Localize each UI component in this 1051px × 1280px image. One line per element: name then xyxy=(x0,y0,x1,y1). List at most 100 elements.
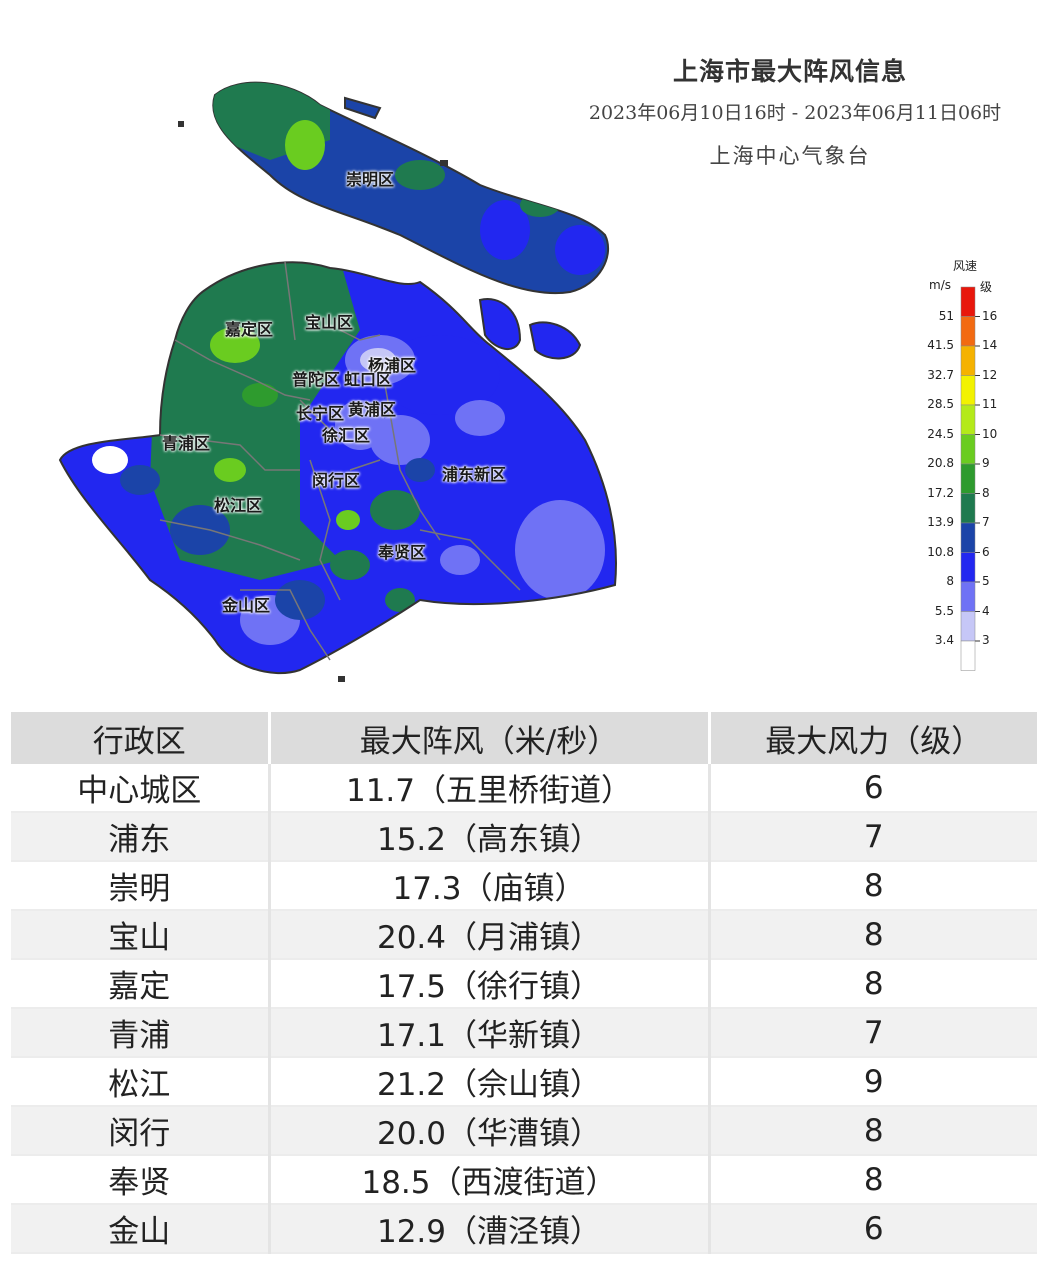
district-boundaries xyxy=(159,261,521,661)
legend-level-label: 5 xyxy=(982,574,990,588)
legend-level-label: 12 xyxy=(982,367,998,382)
legend-speed-label: 32.7 xyxy=(927,367,954,382)
max-gust-table: 行政区 最大阵风（米/秒） 最大风力（级） 中心城区 11.7（五里桥街道） 6 浦东… xyxy=(11,712,1037,1254)
cell-district: 中心城区 xyxy=(11,764,271,813)
cell-max-gust: 11.7（五里桥街道） xyxy=(269,764,711,813)
legend-color-bar xyxy=(960,286,980,671)
legend-swatch xyxy=(960,522,976,553)
legend-speed-label: 41.5 xyxy=(927,338,954,352)
wind-map-panel: 上海市最大阵风信息 2023年06月10日16时 - 2023年06月11日06… xyxy=(58,57,1002,682)
legend-unit-level: 级 xyxy=(980,280,993,294)
district-label-chongming: 崇明区 xyxy=(346,170,395,189)
legend-swatch xyxy=(960,286,976,317)
header-max-level: 最大风力（级） xyxy=(709,712,1037,764)
legend-swatch xyxy=(960,316,976,347)
district-label-fengxian: 奉贤区 xyxy=(378,543,427,562)
district-label-baoshan: 宝山区 xyxy=(305,313,354,332)
district-label-huangpu: 黄浦区 xyxy=(348,400,397,419)
legend-speed-label: 28.5 xyxy=(927,397,954,411)
legend-level-label: 3 xyxy=(982,633,990,647)
cell-max-level: 6 xyxy=(709,764,1037,813)
district-label-changning: 长宁区 xyxy=(296,404,345,423)
table-row: 青浦 17.1（华新镇） 7 xyxy=(11,1008,1037,1058)
legend-swatch xyxy=(960,493,976,524)
cell-max-level: 7 xyxy=(709,812,1037,862)
legend-speed-label: 24.5 xyxy=(927,426,954,441)
table-row: 松江 21.2（佘山镇） 9 xyxy=(11,1057,1037,1107)
cell-max-gust: 17.3（庙镇） xyxy=(269,861,711,911)
table-row: 中心城区 11.7（五里桥街道） 6 xyxy=(11,764,1037,813)
mainland-shanghai xyxy=(58,261,617,675)
map-title: 上海市最大阵风信息 xyxy=(672,57,907,86)
legend-level-label: 8 xyxy=(982,485,990,500)
cell-district: 金山 xyxy=(11,1204,271,1254)
legend-level-label: 16 xyxy=(982,308,998,323)
map-period: 2023年06月10日16时 - 2023年06月11日06时 xyxy=(588,102,1002,124)
map-source: 上海中心气象台 xyxy=(709,144,871,168)
cell-district: 闵行 xyxy=(11,1106,271,1156)
cell-district: 松江 xyxy=(11,1057,271,1107)
shanghai-wind-map xyxy=(58,81,980,682)
cell-max-gust: 15.2（高东镇） xyxy=(269,812,711,862)
legend-speed-label: 51 xyxy=(938,308,954,323)
cell-max-gust: 21.2（佘山镇） xyxy=(269,1057,711,1107)
cell-district: 崇明 xyxy=(11,861,271,911)
legend-swatch xyxy=(960,345,976,376)
legend-swatch xyxy=(960,611,976,642)
cell-max-level: 7 xyxy=(709,1008,1037,1058)
legend-level-label: 7 xyxy=(982,515,990,529)
cell-max-level: 8 xyxy=(709,959,1037,1009)
legend-speed-label: 5.5 xyxy=(934,603,954,618)
table-row: 浦东 15.2（高东镇） 7 xyxy=(11,812,1037,862)
district-label-songjiang: 松江区 xyxy=(214,496,263,515)
district-label-hongkou: 虹口区 xyxy=(344,370,393,389)
legend-swatch xyxy=(960,404,976,435)
legend-level-label: 9 xyxy=(982,456,990,470)
cell-max-gust: 12.9（漕泾镇） xyxy=(269,1204,711,1254)
cell-district: 奉贤 xyxy=(11,1155,271,1205)
cell-district: 嘉定 xyxy=(11,959,271,1009)
legend-title: 风速 xyxy=(953,259,978,273)
legend-level-label: 10 xyxy=(982,426,998,441)
legend-speed-label: 17.2 xyxy=(927,485,954,500)
legend-speed-label: 8 xyxy=(946,574,954,588)
table-row: 嘉定 17.5（徐行镇） 8 xyxy=(11,959,1037,1009)
cell-max-level: 8 xyxy=(709,1106,1037,1156)
cell-max-level: 8 xyxy=(709,910,1037,960)
cell-max-level: 8 xyxy=(709,861,1037,911)
legend-unit-speed: m/s xyxy=(929,278,951,292)
district-label-xuhui: 徐汇区 xyxy=(322,426,371,445)
legend-swatch xyxy=(960,434,976,465)
district-label-jinshan: 金山区 xyxy=(222,596,271,615)
district-label-putuo: 普陀区 xyxy=(292,370,341,389)
district-label-jiading: 嘉定区 xyxy=(225,320,274,339)
legend-speed-label: 3.4 xyxy=(934,633,954,647)
cell-max-gust: 17.1（华新镇） xyxy=(269,1008,711,1058)
district-label-pudong: 浦东新区 xyxy=(442,465,507,484)
table-row: 崇明 17.3（庙镇） 8 xyxy=(11,861,1037,911)
district-label-yangpu: 杨浦区 xyxy=(368,356,417,375)
cell-max-gust: 20.0（华漕镇） xyxy=(269,1106,711,1156)
cell-max-gust: 20.4（月浦镇） xyxy=(269,910,711,960)
legend-speed-label: 10.8 xyxy=(927,544,954,559)
table-row: 奉贤 18.5（西渡街道） 8 xyxy=(11,1155,1037,1205)
legend-swatch xyxy=(960,463,976,494)
cell-max-level: 9 xyxy=(709,1057,1037,1107)
cell-district: 青浦 xyxy=(11,1008,271,1058)
cell-district: 浦东 xyxy=(11,812,271,862)
legend-level-label: 6 xyxy=(982,544,990,559)
cell-max-gust: 17.5（徐行镇） xyxy=(269,959,711,1009)
legend-level-label: 14 xyxy=(982,338,998,352)
legend-level-label: 11 xyxy=(982,397,998,411)
header-max-gust: 最大阵风（米/秒） xyxy=(269,712,711,764)
legend-speed-label: 13.9 xyxy=(927,515,954,529)
cell-district: 宝山 xyxy=(11,910,271,960)
table-row: 宝山 20.4（月浦镇） 8 xyxy=(11,910,1037,960)
table-header-row: 行政区 最大阵风（米/秒） 最大风力（级） xyxy=(11,712,1037,764)
cell-max-gust: 18.5（西渡街道） xyxy=(269,1155,711,1205)
district-label-minhang: 闵行区 xyxy=(312,471,361,490)
table-row: 闵行 20.0（华漕镇） 8 xyxy=(11,1106,1037,1156)
legend-swatch xyxy=(960,640,976,671)
legend-speed-label: 20.8 xyxy=(927,456,954,470)
cell-max-level: 8 xyxy=(709,1155,1037,1205)
